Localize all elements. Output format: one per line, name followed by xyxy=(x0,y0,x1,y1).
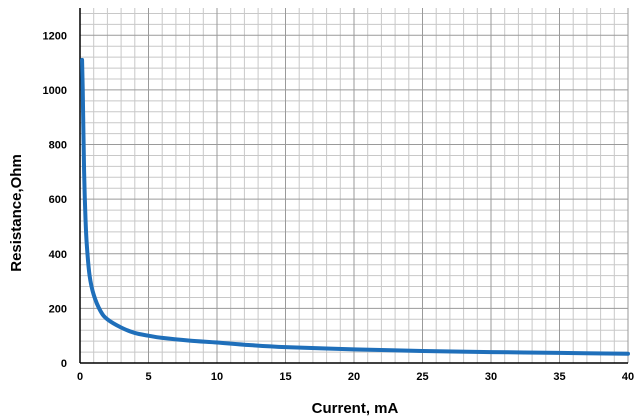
y-tick-labels: 0 200 400 600 800 1000 1200 xyxy=(43,30,67,370)
y-tick-label: 200 xyxy=(49,303,67,315)
x-tick-label: 40 xyxy=(622,371,634,383)
x-tick-label: 10 xyxy=(211,371,223,383)
y-axis-title: Resistance,Ohm xyxy=(8,154,25,272)
x-tick-labels: 0 5 10 15 20 25 30 35 40 xyxy=(77,371,634,383)
y-tick-label: 1200 xyxy=(43,30,67,42)
x-tick-label: 20 xyxy=(348,371,360,383)
series-line xyxy=(80,57,630,356)
x-axis-title: Current, mA xyxy=(312,400,399,417)
y-tick-label: 600 xyxy=(49,194,67,206)
y-tick-label: 0 xyxy=(61,358,67,370)
y-tick-label: 1000 xyxy=(43,85,67,97)
x-tick-label: 0 xyxy=(77,371,83,383)
series-layer xyxy=(80,57,630,356)
x-tick-label: 25 xyxy=(416,371,428,383)
x-tick-label: 5 xyxy=(145,371,151,383)
x-tick-label: 35 xyxy=(553,371,565,383)
y-tick-label: 800 xyxy=(49,140,67,152)
axes xyxy=(79,8,628,364)
y-tick-label: 400 xyxy=(49,249,67,261)
major-grid xyxy=(79,8,629,364)
x-tick-label: 15 xyxy=(279,371,291,383)
x-tick-label: 30 xyxy=(485,371,497,383)
